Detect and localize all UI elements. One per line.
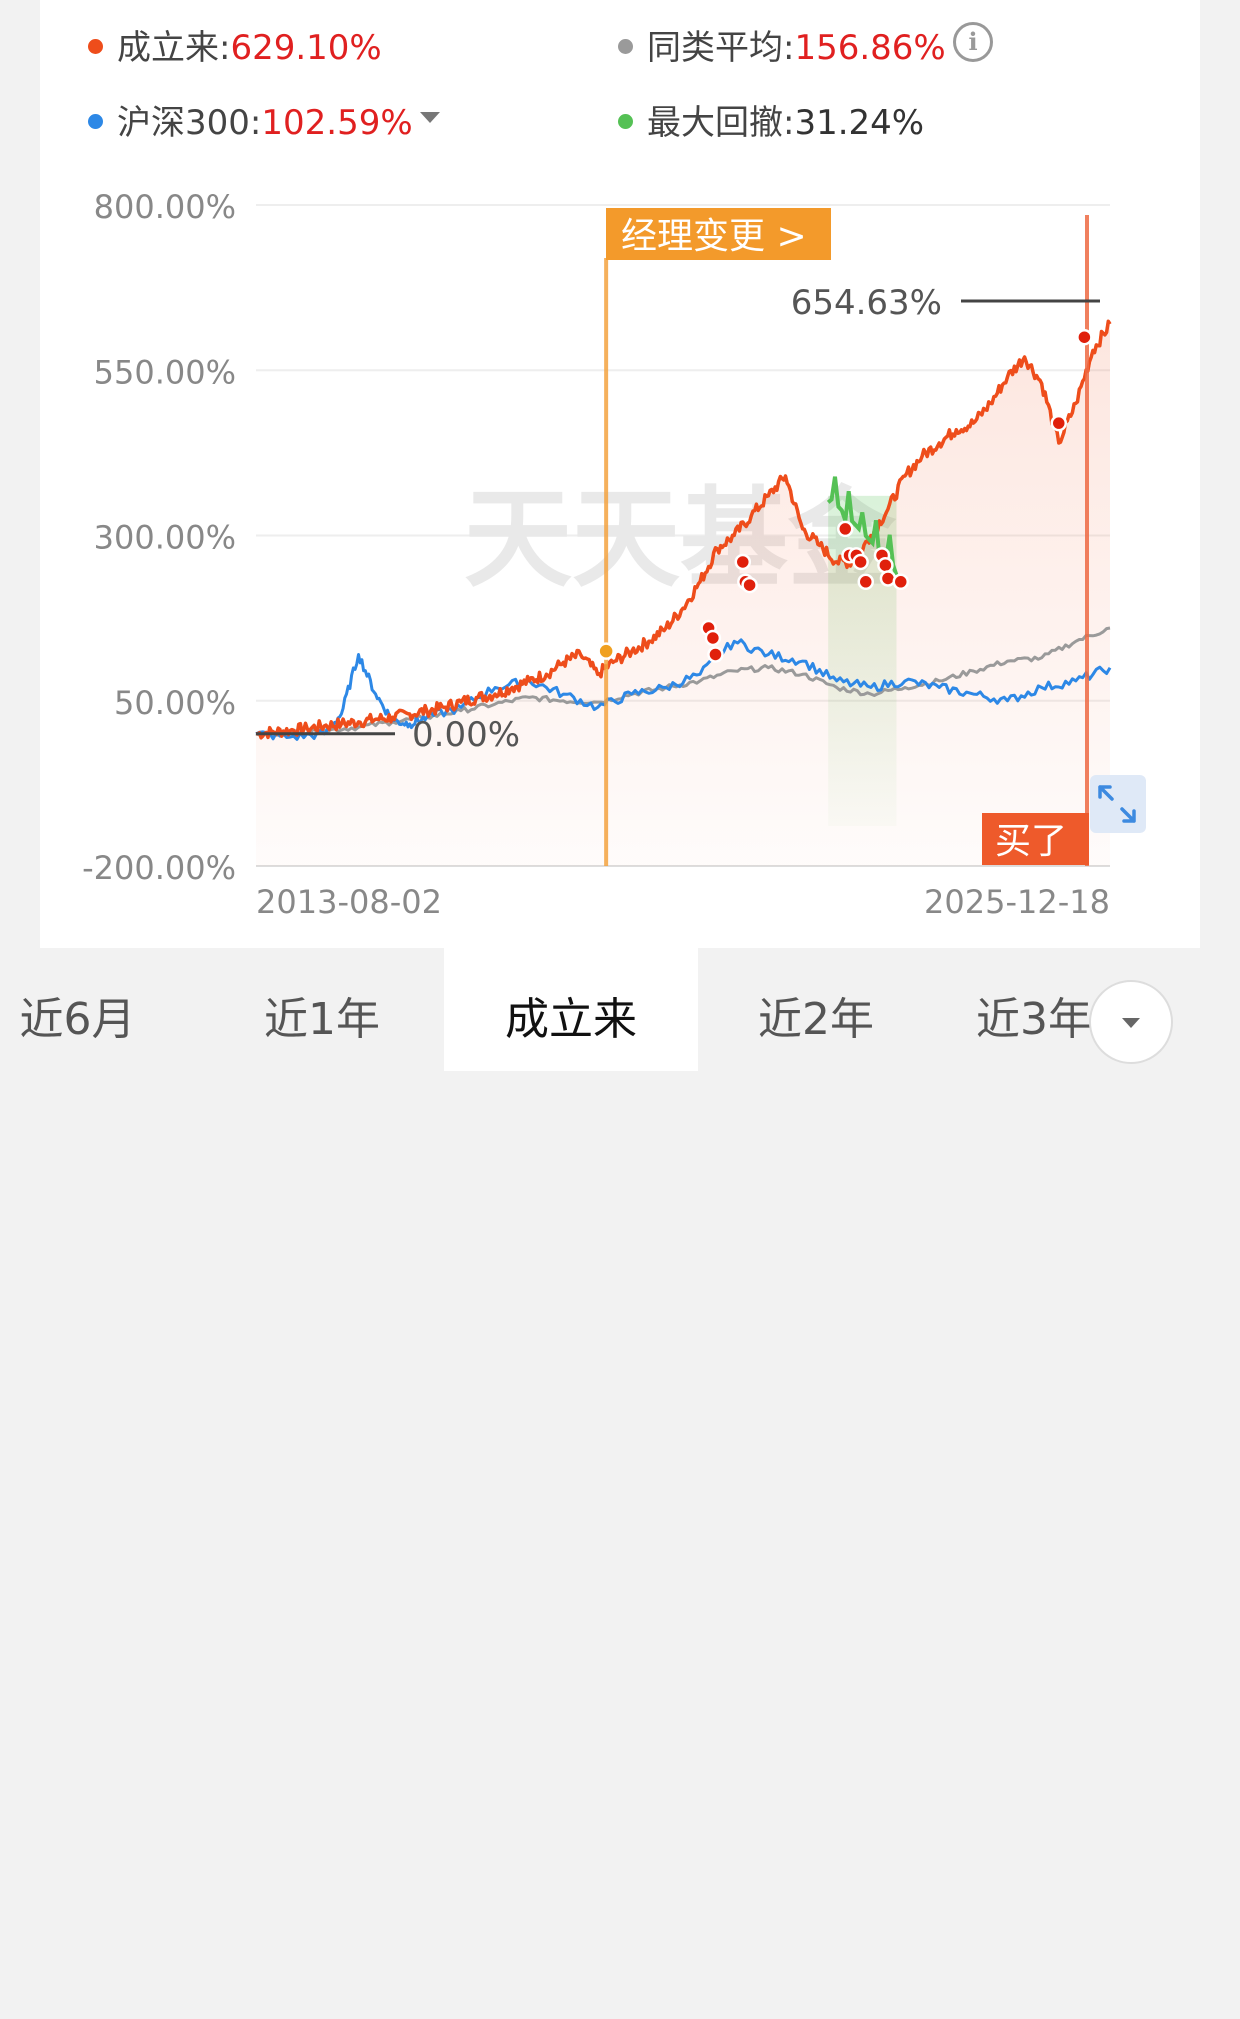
buy-marker[interactable] xyxy=(852,553,869,571)
tab-1y[interactable]: 近1年 xyxy=(264,994,380,1045)
y-tick-label: 550.00% xyxy=(94,353,236,391)
tab-3y[interactable]: 近3年 xyxy=(976,994,1092,1045)
legend-dot-icon xyxy=(618,114,633,129)
legend-value: 629.10% xyxy=(230,28,382,68)
buy-marker[interactable] xyxy=(734,553,752,571)
legend-label: 同类平均: xyxy=(647,28,795,68)
buy-marker[interactable] xyxy=(892,573,910,591)
buy-markers xyxy=(597,328,1093,663)
more-periods-button[interactable] xyxy=(1089,980,1173,1064)
legend-label: 最大回撤: xyxy=(647,103,795,143)
chevron-down-icon xyxy=(1122,1018,1140,1028)
buy-tag[interactable] xyxy=(982,813,1089,865)
buy-marker[interactable] xyxy=(707,646,724,663)
expand-icon[interactable] xyxy=(1090,775,1146,833)
y-tick-label: 800.00% xyxy=(94,188,236,226)
tabs-fade xyxy=(1000,1896,1090,2019)
max-value-label: 654.63% xyxy=(791,283,942,323)
buy-marker[interactable] xyxy=(1076,328,1093,346)
buy-label: 买了 xyxy=(995,821,1067,862)
y-tick-label: -200.00% xyxy=(82,849,236,887)
legend-peer[interactable]: 同类平均:156.86% xyxy=(618,20,946,69)
buy-marker[interactable] xyxy=(857,573,875,591)
info-icon[interactable]: i xyxy=(953,22,993,62)
y-axis: 800.00% 550.00% 300.00% 50.00% -200.00% xyxy=(82,188,236,887)
buy-marker[interactable] xyxy=(877,556,894,574)
buy-marker[interactable] xyxy=(704,629,722,647)
chevron-down-icon[interactable] xyxy=(420,112,440,123)
zero-value-label: 0.00% xyxy=(412,715,520,755)
legend-value: 31.24% xyxy=(794,103,925,143)
legend-label: 沪深300: xyxy=(117,103,262,143)
x-start-label: 2013-08-02 xyxy=(256,883,442,921)
buy-marker[interactable] xyxy=(837,520,854,538)
y-tick-label: 300.00% xyxy=(94,519,236,557)
y-tick-label: 50.00% xyxy=(114,684,236,722)
buy-marker[interactable] xyxy=(741,576,758,594)
fund-line xyxy=(255,319,1112,740)
fund-area xyxy=(256,321,1110,866)
area-fill xyxy=(256,321,1110,866)
buy-marker[interactable] xyxy=(1050,414,1068,432)
legend-label: 成立来: xyxy=(117,28,231,68)
legend-dot-icon xyxy=(88,114,103,129)
manager-change-button[interactable] xyxy=(606,208,831,260)
tab-6m[interactable]: 近6月 xyxy=(19,994,136,1045)
chart-plot[interactable]: 800.00%550.00%300.00%50.00%-200.00% 天天基金… xyxy=(0,0,1240,948)
manager-change-label: 经理变更 > xyxy=(621,216,807,257)
period-tabbar: 近6月 近1年 成立来 近2年 近3年 xyxy=(0,948,1240,2019)
legend-index[interactable]: 沪深300:102.59% xyxy=(88,95,413,144)
legend-fund[interactable]: 成立来:629.10% xyxy=(88,20,382,69)
tab-since-inception[interactable]: 成立来 xyxy=(444,948,698,1071)
legend-value: 102.59% xyxy=(261,103,413,143)
tab-2y[interactable]: 近2年 xyxy=(758,994,874,1045)
legend-dot-icon xyxy=(618,39,633,54)
legend-drawdown[interactable]: 最大回撤:31.24% xyxy=(618,95,924,144)
manager-change-marker[interactable] xyxy=(597,642,615,660)
series-line xyxy=(255,638,1112,741)
legend-dot-icon xyxy=(88,39,103,54)
legend-value: 156.86% xyxy=(794,28,946,68)
x-end-label: 2025-12-18 xyxy=(924,883,1110,921)
